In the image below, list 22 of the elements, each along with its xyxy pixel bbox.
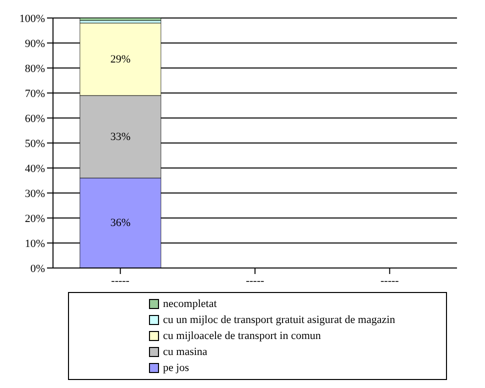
data-label: 29% (110, 53, 131, 66)
x-tick-label: ----- (246, 274, 264, 287)
legend-label: cu un mijloc de transport gratuit asigurat de magazin (163, 314, 396, 326)
y-tick-label: 70% (24, 88, 45, 100)
legend-label: cu masina (163, 346, 208, 358)
legend-label: necompletat (163, 298, 217, 310)
y-tick-label: 0% (30, 262, 45, 275)
y-tick-label: 30% (24, 188, 45, 200)
y-tick-label: 40% (24, 162, 45, 175)
data-label: 36% (110, 217, 131, 229)
legend-label: pe jos (163, 362, 189, 374)
legend-label: cu mijloacele de transport in comun (163, 330, 321, 342)
y-tick-label: 20% (24, 212, 45, 225)
y-tick-label: 100% (19, 12, 45, 25)
data-label: 33% (110, 130, 131, 143)
y-tick-label: 10% (24, 238, 45, 250)
y-tick-label: 60% (24, 112, 45, 125)
y-tick-label: 80% (24, 62, 45, 75)
x-tick-label: ----- (380, 274, 400, 287)
y-tick-label: 50% (24, 138, 45, 150)
y-tick-label: 90% (24, 38, 45, 50)
x-tick-label: ----- (111, 274, 130, 287)
